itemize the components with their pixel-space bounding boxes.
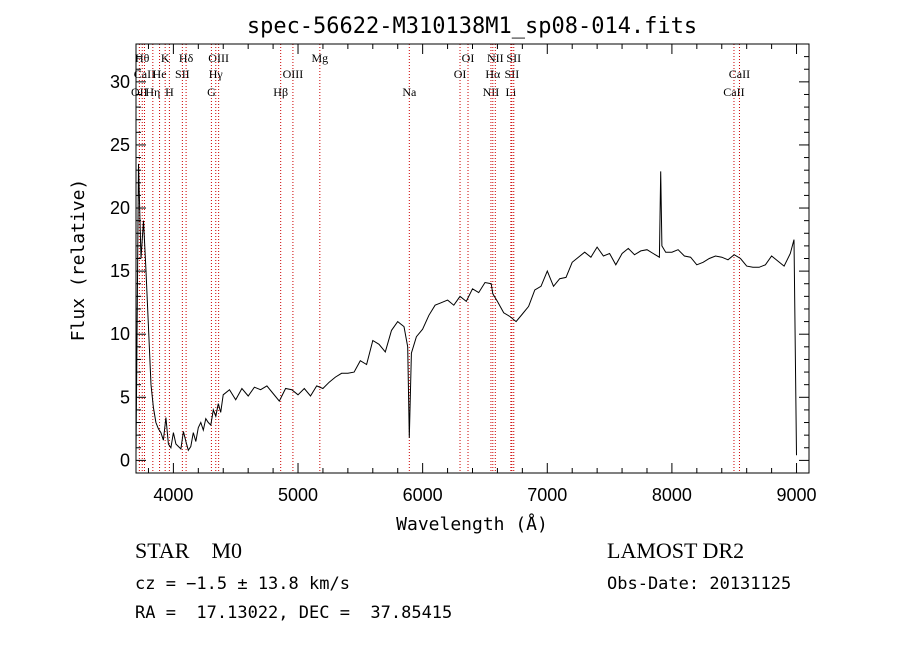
y-tick-label-5: 25 <box>110 135 130 155</box>
line-marker-label-20: NII <box>487 51 504 65</box>
x-tick-label-1: 5000 <box>278 485 318 505</box>
y-tick-label-2: 10 <box>110 324 130 344</box>
line-marker-label-5: K <box>161 51 170 65</box>
y-tick-label-4: 20 <box>110 198 130 218</box>
axes: 4000 5000 6000 7000 8000 9000 0 5 10 15 20 25 30 <box>110 43 817 505</box>
line-marker-label-24: CaII <box>723 85 744 99</box>
plot-frame <box>135 43 810 474</box>
line-marker-label-21: Li <box>506 85 517 99</box>
line-marker-label-13: OIII <box>283 67 304 81</box>
line-marker-label-18: NII <box>483 85 500 99</box>
spectrum-line <box>135 163 797 456</box>
line-marker-label-9: G <box>207 85 216 99</box>
x-tick-label-3: 7000 <box>527 485 567 505</box>
observation-date: Obs-Date: 20131125 <box>607 574 792 594</box>
survey-name: LAMOST DR2 <box>607 538 745 563</box>
line-marker-label-7: SII <box>175 67 190 81</box>
line-marker-label-17: OI <box>462 51 475 65</box>
x-tick-label-0: 4000 <box>153 485 193 505</box>
x-axis-label: Wavelength (Å) <box>396 513 548 535</box>
line-marker-label-6: H <box>165 85 174 99</box>
y-tick-label-6: 30 <box>110 72 130 92</box>
line-marker-label-11: Hγ <box>209 67 224 81</box>
line-marker-label-0: OII <box>131 85 148 99</box>
y-tick-label-1: 5 <box>120 387 130 407</box>
line-marker-label-3: Hη <box>145 85 160 99</box>
redshift-velocity: cz = −1.5 ± 13.8 km/s <box>135 574 350 594</box>
coordinates: RA = 17.13022, DEC = 37.85415 <box>135 603 453 623</box>
line-marker-label-15: Na <box>402 85 417 99</box>
y-axis-label: Flux (relative) <box>68 179 89 342</box>
x-tick-label-5: 9000 <box>777 485 817 505</box>
x-tick-label-4: 8000 <box>652 485 692 505</box>
emission-line-markers: OIIHθCaIIHηHeKHSIIHδGOIIIHγHβOIIIMgNaOIO… <box>131 44 750 473</box>
line-marker-label-14: Mg <box>311 51 328 65</box>
y-tick-label-3: 15 <box>110 261 130 281</box>
x-tick-label-2: 6000 <box>403 485 443 505</box>
line-marker-label-25: CaII <box>729 67 750 81</box>
line-marker-label-22: SII <box>505 67 520 81</box>
chart-title: spec-56622-M310138M1_sp08-014.fits <box>247 14 697 39</box>
line-marker-label-1: Hθ <box>135 51 150 65</box>
object-class: STAR M0 <box>135 538 243 563</box>
line-marker-label-10: OIII <box>208 51 229 65</box>
line-marker-label-4: He <box>153 67 167 81</box>
line-marker-label-12: Hβ <box>273 85 288 99</box>
line-marker-label-16: OI <box>454 67 467 81</box>
line-marker-label-2: CaII <box>134 67 155 81</box>
line-marker-label-23: SII <box>506 51 521 65</box>
line-marker-label-19: Hα <box>485 67 501 81</box>
y-tick-label-0: 0 <box>120 450 130 470</box>
line-marker-label-8: Hδ <box>179 51 194 65</box>
